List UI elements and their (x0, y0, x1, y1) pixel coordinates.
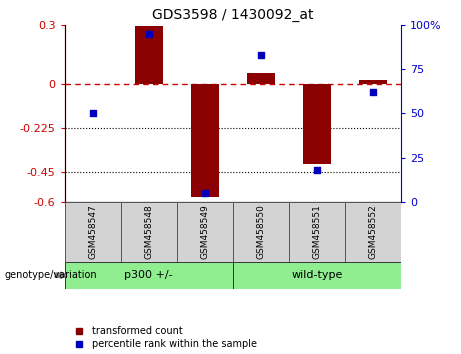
Bar (233, 202, 289, 262)
Text: GSM458549: GSM458549 (200, 205, 209, 259)
Point (201, 190, 208, 196)
Point (89, 110, 96, 116)
Point (313, 167, 321, 173)
Bar (135, 26, 163, 84)
Legend: transformed count, percentile rank within the sample: transformed count, percentile rank withi… (70, 326, 257, 349)
Bar (289, 202, 345, 262)
Point (145, 31, 152, 36)
Bar (233, 262, 401, 289)
Text: GSM458550: GSM458550 (256, 204, 266, 259)
Text: GSM458547: GSM458547 (88, 205, 97, 259)
Bar (191, 84, 219, 197)
Bar (247, 73, 275, 84)
Text: GSM458551: GSM458551 (313, 204, 321, 259)
Bar (65, 202, 121, 262)
Bar (177, 202, 233, 262)
Bar (359, 80, 387, 84)
Bar (345, 202, 401, 262)
Text: genotype/variation: genotype/variation (5, 270, 97, 280)
Text: GSM458548: GSM458548 (144, 205, 153, 259)
Text: GSM458552: GSM458552 (368, 205, 378, 259)
Bar (121, 202, 177, 262)
Bar (303, 84, 331, 164)
Point (369, 89, 377, 95)
Point (257, 52, 265, 58)
Title: GDS3598 / 1430092_at: GDS3598 / 1430092_at (152, 8, 313, 22)
Text: p300 +/-: p300 +/- (124, 270, 173, 280)
Bar (65, 262, 233, 289)
Text: wild-type: wild-type (291, 270, 343, 280)
